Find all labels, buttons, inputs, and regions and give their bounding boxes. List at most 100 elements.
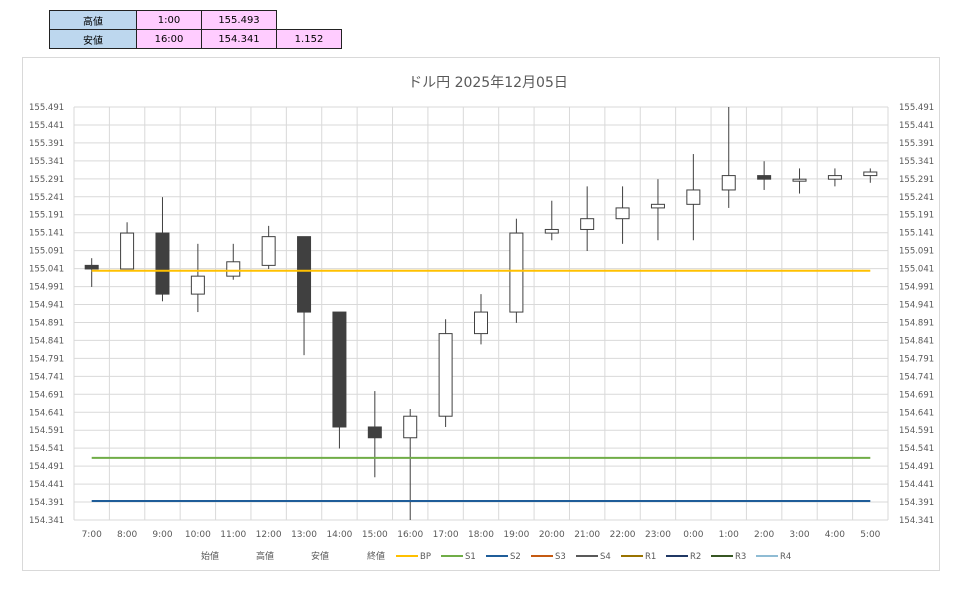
y-tick-label-right: 154.541 <box>899 444 934 454</box>
legend-label: S3 <box>555 552 566 562</box>
y-tick-label-left: 155.491 <box>29 103 64 113</box>
candle-body <box>403 415 418 439</box>
y-tick-label-left: 154.591 <box>29 426 64 436</box>
y-tick-label-right: 154.941 <box>899 301 934 311</box>
y-tick-label-left: 154.491 <box>29 462 64 472</box>
candle-body <box>580 218 595 230</box>
candle-body <box>84 264 99 270</box>
low-price: 154.341 <box>201 29 277 49</box>
y-tick-label-left: 155.091 <box>29 247 64 257</box>
x-tick-label: 15:00 <box>362 530 388 540</box>
chart-title: ドル円 2025年12月05日 <box>408 75 568 91</box>
x-tick-label: 3:00 <box>789 530 809 540</box>
y-tick-label-right: 155.441 <box>899 121 934 131</box>
low-time: 16:00 <box>136 29 202 49</box>
x-tick-label: 5:00 <box>860 530 880 540</box>
x-tick-label: 7:00 <box>82 530 102 540</box>
y-tick-label-right: 154.791 <box>899 354 934 364</box>
legend-label: 安値 <box>311 550 329 562</box>
y-tick-label-left: 154.691 <box>29 390 64 400</box>
y-tick-label-left: 155.241 <box>29 193 64 203</box>
y-tick-label-left: 155.441 <box>29 121 64 131</box>
y-tick-label-right: 155.091 <box>899 247 934 257</box>
x-tick-label: 19:00 <box>503 530 529 540</box>
legend-label: 終値 <box>367 550 385 562</box>
candle-body <box>226 261 241 277</box>
y-tick-label-left: 154.341 <box>29 516 64 526</box>
y-tick-label-right: 155.291 <box>899 175 934 185</box>
y-tick-label-left: 154.391 <box>29 498 64 508</box>
y-tick-label-right: 155.241 <box>899 193 934 203</box>
x-tick-label: 12:00 <box>256 530 282 540</box>
y-tick-label-left: 154.641 <box>29 408 64 418</box>
candle-body <box>686 189 701 205</box>
x-tick-label: 17:00 <box>433 530 459 540</box>
summary-table: 高値 1:00 155.493 安値 16:00 154.341 1.152 <box>49 10 342 49</box>
y-tick-label-left: 154.441 <box>29 480 64 490</box>
legend-label: 始値 <box>201 550 219 562</box>
legend-label: S4 <box>600 552 611 562</box>
candle-body <box>650 203 665 209</box>
candle-body <box>757 175 772 180</box>
x-tick-label: 9:00 <box>152 530 172 540</box>
x-tick-label: 13:00 <box>291 530 317 540</box>
y-tick-label-right: 155.041 <box>899 265 934 275</box>
x-tick-label: 2:00 <box>754 530 774 540</box>
legend-label: S2 <box>510 552 521 562</box>
y-tick-label-right: 155.341 <box>899 157 934 167</box>
y-tick-label-left: 155.191 <box>29 211 64 221</box>
x-tick-label: 21:00 <box>574 530 600 540</box>
candle-body <box>438 333 453 417</box>
y-tick-label-right: 154.741 <box>899 372 934 382</box>
candle-body <box>615 207 630 220</box>
y-tick-label-right: 154.641 <box>899 408 934 418</box>
y-tick-label-right: 155.491 <box>899 103 934 113</box>
candle-body <box>297 236 312 313</box>
y-tick-label-left: 155.041 <box>29 265 64 275</box>
candle-body <box>474 311 488 335</box>
y-tick-label-left: 154.991 <box>29 283 64 293</box>
price-range: 1.152 <box>276 29 342 49</box>
y-tick-label-left: 154.741 <box>29 372 64 382</box>
high-label: 高値 <box>49 10 137 30</box>
y-tick-label-left: 155.341 <box>29 157 64 167</box>
low-label: 安値 <box>49 29 137 49</box>
legend-label: R4 <box>780 552 791 562</box>
y-tick-label-left: 154.791 <box>29 354 64 364</box>
x-tick-label: 8:00 <box>117 530 137 540</box>
candle-body <box>190 275 205 295</box>
y-tick-label-right: 154.341 <box>899 516 934 526</box>
y-tick-label-right: 155.191 <box>899 211 934 221</box>
candle-body <box>721 175 736 191</box>
x-tick-label: 11:00 <box>220 530 246 540</box>
y-tick-label-right: 154.441 <box>899 480 934 490</box>
x-tick-label: 20:00 <box>539 530 565 540</box>
y-tick-label-left: 154.841 <box>29 336 64 346</box>
legend-label: BP <box>420 552 431 562</box>
legend-label: R1 <box>645 552 656 562</box>
candle-body <box>332 311 347 428</box>
x-tick-label: 1:00 <box>719 530 739 540</box>
candle-body <box>827 175 842 180</box>
high-time: 1:00 <box>136 10 202 30</box>
y-tick-label-right: 155.141 <box>899 229 934 239</box>
y-tick-label-right: 155.391 <box>899 139 934 149</box>
y-tick-label-right: 154.491 <box>899 462 934 472</box>
legend-label: R2 <box>690 552 701 562</box>
x-tick-label: 18:00 <box>468 530 494 540</box>
candle-body <box>863 171 878 177</box>
x-tick-label: 23:00 <box>645 530 671 540</box>
y-tick-label-right: 154.691 <box>899 390 934 400</box>
legend-label: S1 <box>465 552 476 562</box>
y-tick-label-left: 155.291 <box>29 175 64 185</box>
candle-body <box>120 232 135 270</box>
y-tick-label-left: 154.941 <box>29 301 64 311</box>
y-tick-label-right: 154.391 <box>899 498 934 508</box>
x-tick-label: 4:00 <box>825 530 845 540</box>
y-tick-label-left: 155.391 <box>29 139 64 149</box>
candle-body <box>261 236 276 266</box>
y-tick-label-left: 154.541 <box>29 444 64 454</box>
legend-label: 高値 <box>256 550 274 562</box>
summary-row-low: 安値 16:00 154.341 1.152 <box>49 29 342 49</box>
y-tick-label-left: 154.891 <box>29 318 64 328</box>
